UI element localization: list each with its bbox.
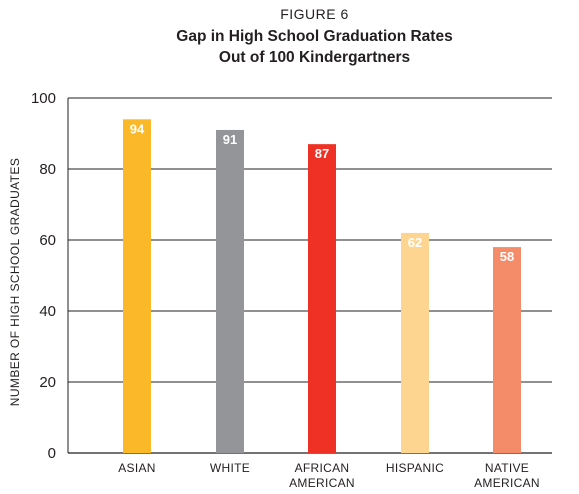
bar: [123, 119, 151, 454]
category-label: AMERICAN: [289, 476, 355, 490]
data-labels: 94 91 87 62 58: [130, 121, 514, 264]
chart-title-line-1: Gap in High School Graduation Rates: [176, 28, 453, 45]
y-tick-label: 60: [39, 232, 56, 249]
y-tick-label: 20: [39, 374, 56, 391]
category-label: AMERICAN: [474, 476, 540, 490]
y-tick-label: 80: [39, 161, 56, 178]
data-label: 58: [500, 249, 514, 264]
category-label: ASIAN: [118, 461, 156, 475]
bar: [401, 232, 429, 453]
figure-label: FIGURE 6: [280, 6, 349, 22]
category-label: NATIVE: [485, 461, 529, 475]
category-label: WHITE: [210, 461, 250, 475]
bars: [123, 119, 521, 454]
data-label: 94: [130, 121, 145, 136]
category-label: HISPANIC: [386, 461, 444, 475]
y-tick-label: 100: [31, 90, 56, 107]
bar: [216, 129, 244, 453]
y-axis-label: NUMBER OF HIGH SCHOOL GRADUATES: [8, 158, 22, 406]
data-label: 91: [223, 132, 237, 147]
category-label: AFRICAN: [295, 461, 350, 475]
y-tick-label: 0: [48, 445, 56, 462]
bar: [308, 144, 336, 453]
y-axis-ticks: 0 20 40 60 80 100: [31, 90, 56, 462]
bar: [493, 247, 521, 453]
y-tick-label: 40: [39, 303, 56, 320]
data-label: 62: [408, 235, 422, 250]
data-label: 87: [315, 146, 329, 161]
chart-title-line-2: Out of 100 Kindergartners: [218, 49, 411, 66]
